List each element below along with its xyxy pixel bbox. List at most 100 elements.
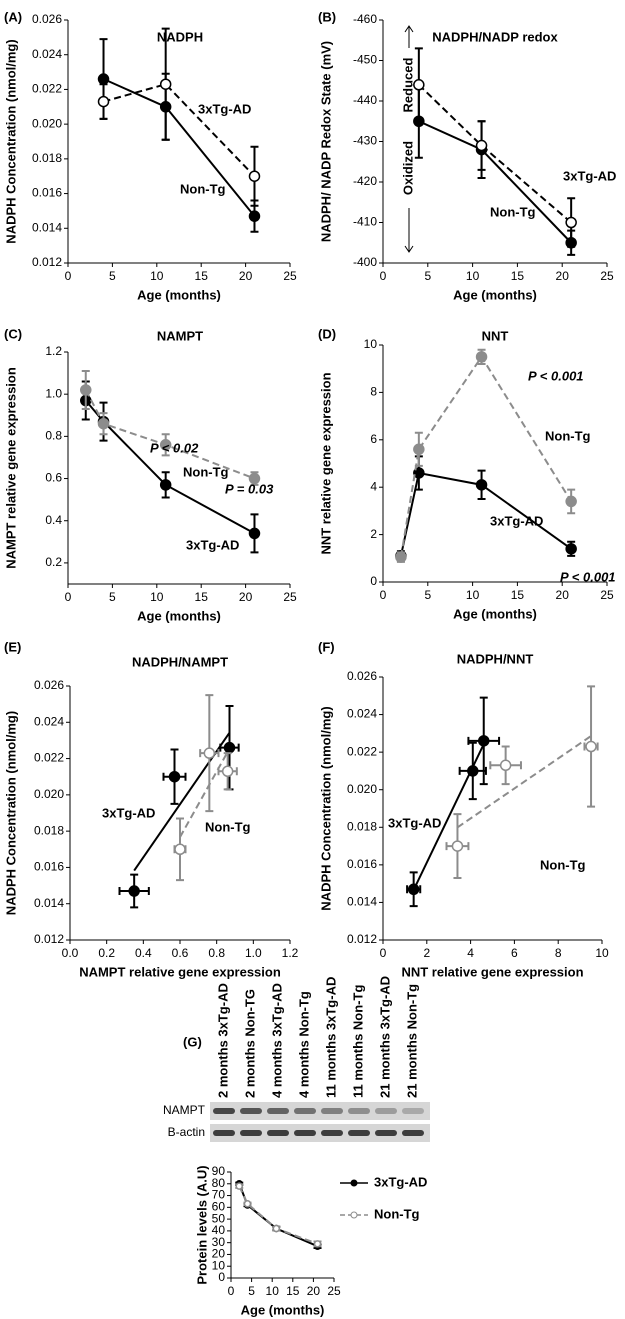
y-tick-label: 10 <box>212 1258 226 1272</box>
y-tick-label: -400 <box>353 255 377 269</box>
y-tick-label: 30 <box>212 1235 226 1249</box>
y-tick-label: 0.014 <box>32 220 62 234</box>
data-point <box>97 417 110 430</box>
blot-band <box>402 1130 424 1136</box>
data-point <box>248 527 261 540</box>
lane-label: 21 months 3xTg-AD <box>377 976 392 1098</box>
y-tick-label: 0.024 <box>34 714 64 728</box>
series-label: 3xTg-AD <box>388 815 441 830</box>
y-tick-label: 1.2 <box>45 344 62 358</box>
y-tick-label: 0.018 <box>34 823 64 837</box>
x-axis-label: Age (months) <box>137 608 221 623</box>
blot-row-label: B-actin <box>168 1125 205 1139</box>
data-point <box>174 843 186 856</box>
y-tick-label: 4 <box>370 479 377 493</box>
x-tick-label: 15 <box>511 269 525 283</box>
data-point <box>475 479 488 491</box>
y-tick-label: 8 <box>370 385 377 399</box>
x-tick-label: 2 <box>423 946 430 960</box>
panel-label: (B) <box>318 9 336 24</box>
series-line <box>103 78 256 217</box>
y-tick-label: 0.014 <box>34 896 64 910</box>
x-tick-label: 5 <box>424 588 431 602</box>
data-point <box>499 759 512 772</box>
data-point <box>248 170 261 182</box>
series-line <box>418 120 572 244</box>
legend-label: 3xTg-AD <box>374 1174 427 1189</box>
y-tick-label: -460 <box>353 12 377 26</box>
series-label: Non-Tg <box>180 181 226 196</box>
legend-marker <box>350 1211 358 1219</box>
panel-label: (D) <box>318 326 336 341</box>
y-tick-label: 0.026 <box>34 678 64 692</box>
trend-line <box>456 735 592 829</box>
x-tick-label: 5 <box>109 269 116 283</box>
data-point <box>128 885 140 897</box>
data-point <box>248 210 261 222</box>
data-point <box>97 73 110 85</box>
y-tick-label: 90 <box>212 1164 226 1178</box>
annotation: P < 0.001 <box>560 569 616 584</box>
series-line <box>418 84 572 224</box>
x-tick-label: 20 <box>307 1284 321 1298</box>
y-tick-label: 40 <box>212 1223 226 1237</box>
series-line <box>399 355 573 558</box>
x-tick-label: 25 <box>283 590 297 604</box>
series-label: Non-Tg <box>540 857 586 872</box>
lane-label: 2 months 3xTg-AD <box>215 983 230 1098</box>
x-tick-label: 10 <box>266 1284 280 1298</box>
series-label: Non-Tg <box>183 464 229 479</box>
panel-label: (G) <box>183 1034 202 1049</box>
panel-label: (C) <box>4 326 22 341</box>
data-point <box>272 1224 281 1233</box>
x-tick-label: 0 <box>228 1284 235 1298</box>
x-tick-label: 15 <box>195 590 209 604</box>
data-point <box>97 95 110 108</box>
data-point <box>221 765 234 778</box>
x-tick-label: 20 <box>239 590 253 604</box>
lane-label: 4 months 3xTg-AD <box>269 983 284 1098</box>
y-tick-label: 0.026 <box>32 12 62 26</box>
y-tick-label: 0.8 <box>45 429 62 443</box>
x-tick-label: 5 <box>248 1284 255 1298</box>
series-label: 3xTg-AD <box>198 101 251 116</box>
chart-title: NADPH/NNT <box>457 651 534 666</box>
data-point <box>203 747 216 759</box>
x-tick-label: 0 <box>380 588 387 602</box>
y-tick-label: 70 <box>212 1188 226 1202</box>
x-tick-label: 15 <box>286 1284 300 1298</box>
x-tick-label: 10 <box>150 269 164 283</box>
x-tick-label: 10 <box>595 946 609 960</box>
data-point <box>451 840 464 852</box>
y-axis-label: NADPH Concentration (nmol/mg) <box>318 706 333 910</box>
annotation: P = 0.03 <box>225 481 274 496</box>
y-tick-label: 0.020 <box>34 787 64 801</box>
data-point <box>413 79 425 91</box>
y-tick-label: 0.016 <box>34 860 64 874</box>
blot-band <box>375 1130 397 1136</box>
y-tick-label: -430 <box>353 134 377 148</box>
lane-label: 2 months Non-TG <box>242 989 257 1098</box>
blot-band <box>321 1130 343 1136</box>
data-point <box>585 740 597 753</box>
y-tick-label: 1.0 <box>45 386 62 400</box>
series-label: Non-Tg <box>545 428 591 443</box>
blot-band <box>402 1108 424 1114</box>
trend-line <box>179 751 229 838</box>
y-tick-label: 0.018 <box>32 151 62 165</box>
y-tick-label: -420 <box>353 174 377 188</box>
y-tick-label: 20 <box>212 1247 226 1261</box>
y-axis-label: NNT relative gene expression <box>318 372 333 554</box>
blot-band <box>294 1130 316 1136</box>
data-point <box>565 543 577 555</box>
lane-label: 4 months Non-Tg <box>296 991 311 1098</box>
y-tick-label: -410 <box>353 215 377 229</box>
x-tick-label: 5 <box>424 269 431 283</box>
x-tick-label: 20 <box>239 269 253 283</box>
series-line <box>399 471 572 557</box>
annotation: Oxidized <box>400 141 415 195</box>
chart-title: NNT <box>482 328 509 343</box>
y-tick-label: 0.4 <box>45 513 62 527</box>
x-tick-label: 15 <box>195 269 209 283</box>
